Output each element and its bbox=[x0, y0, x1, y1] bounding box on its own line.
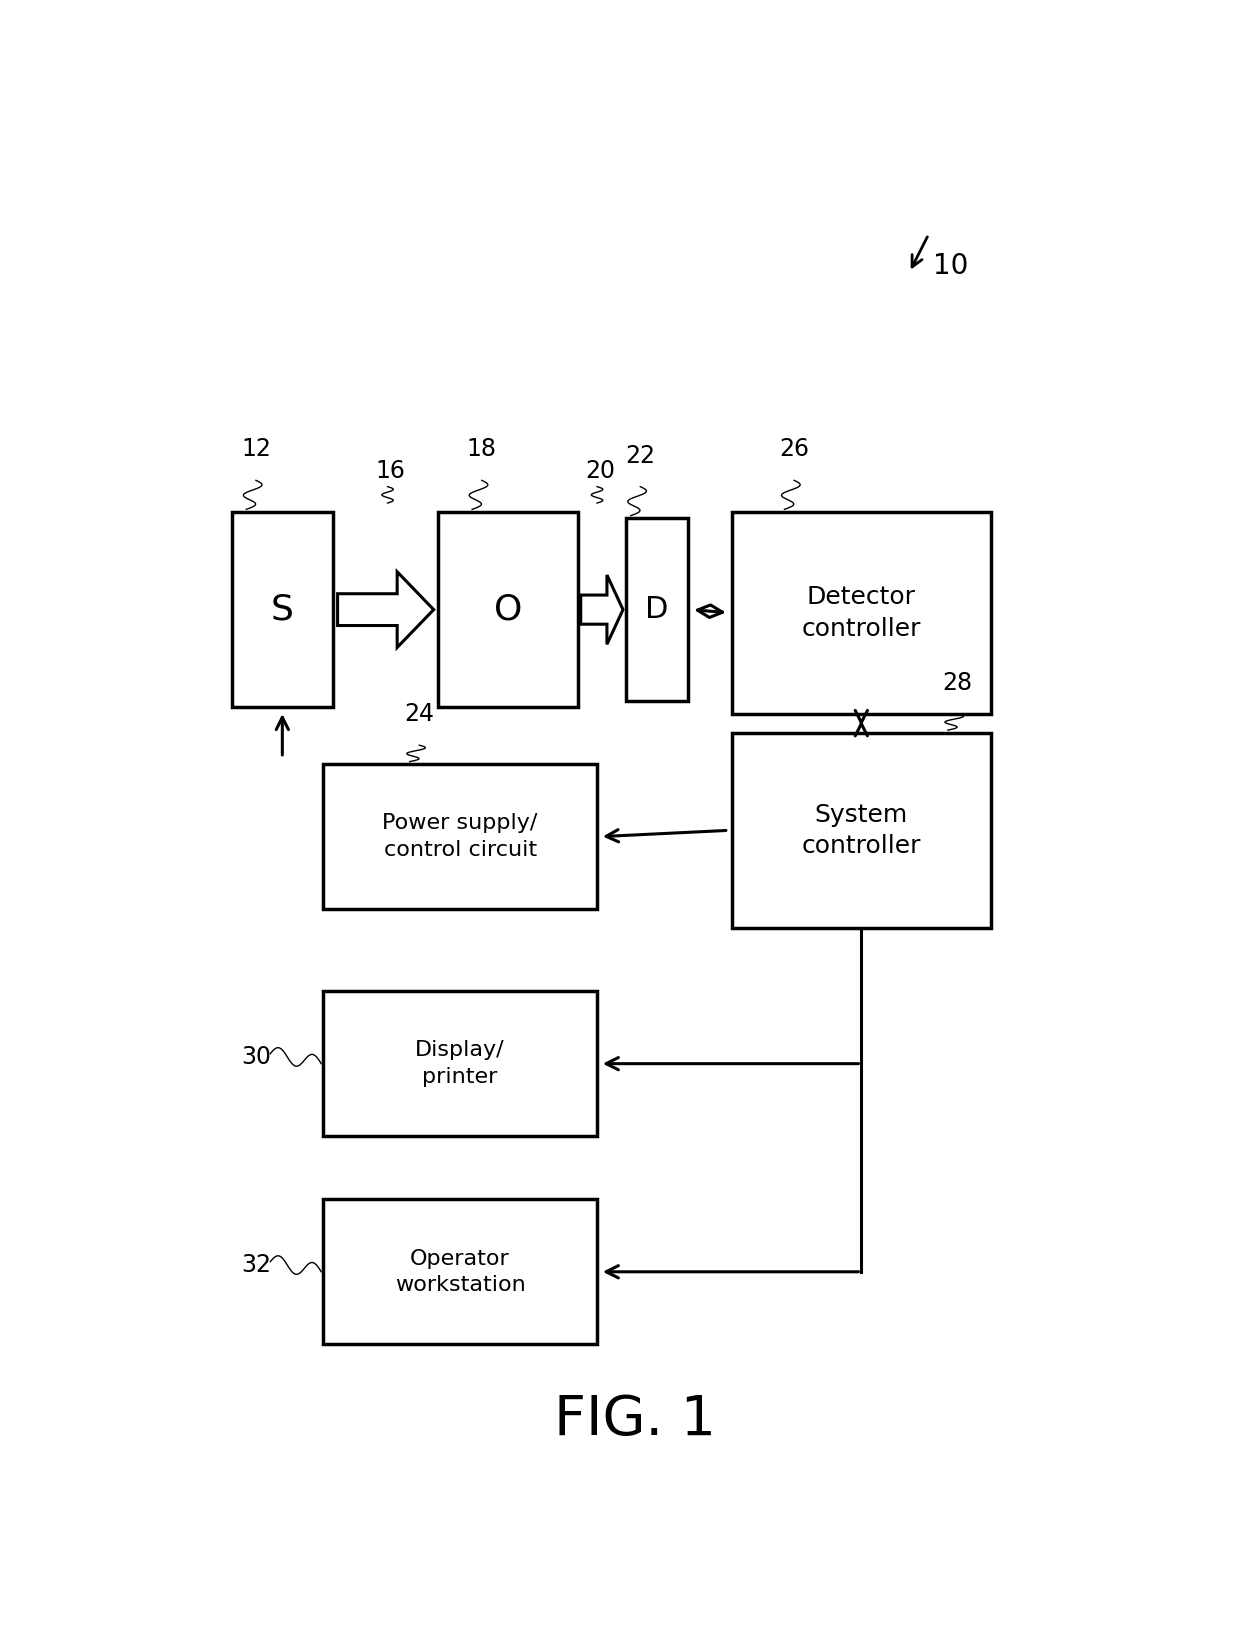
Text: 10: 10 bbox=[934, 252, 968, 280]
Text: 26: 26 bbox=[779, 437, 808, 462]
Bar bbox=[324, 763, 596, 909]
Bar bbox=[232, 511, 332, 708]
Bar bbox=[439, 511, 578, 708]
Bar bbox=[324, 991, 596, 1137]
Text: Detector
controller: Detector controller bbox=[801, 585, 921, 640]
Text: Power supply/
control circuit: Power supply/ control circuit bbox=[382, 814, 538, 860]
Polygon shape bbox=[337, 572, 434, 647]
Text: FIG. 1: FIG. 1 bbox=[554, 1392, 717, 1446]
Text: 18: 18 bbox=[466, 437, 497, 462]
Text: O: O bbox=[494, 593, 522, 627]
Text: S: S bbox=[270, 593, 294, 627]
Text: Operator
workstation: Operator workstation bbox=[394, 1248, 526, 1296]
Text: 12: 12 bbox=[241, 437, 270, 462]
Bar bbox=[732, 511, 991, 714]
Text: 32: 32 bbox=[242, 1253, 272, 1278]
Bar bbox=[732, 732, 991, 929]
Text: System
controller: System controller bbox=[801, 803, 921, 858]
Text: 24: 24 bbox=[404, 703, 434, 726]
Text: 22: 22 bbox=[625, 444, 655, 468]
Bar bbox=[626, 518, 688, 701]
Text: 28: 28 bbox=[942, 670, 972, 695]
Polygon shape bbox=[580, 575, 622, 644]
Text: D: D bbox=[646, 595, 668, 624]
Text: 20: 20 bbox=[585, 459, 615, 483]
Text: Display/
printer: Display/ printer bbox=[415, 1040, 505, 1088]
Text: 30: 30 bbox=[242, 1045, 272, 1070]
Bar bbox=[324, 1199, 596, 1345]
Text: 16: 16 bbox=[376, 459, 405, 483]
